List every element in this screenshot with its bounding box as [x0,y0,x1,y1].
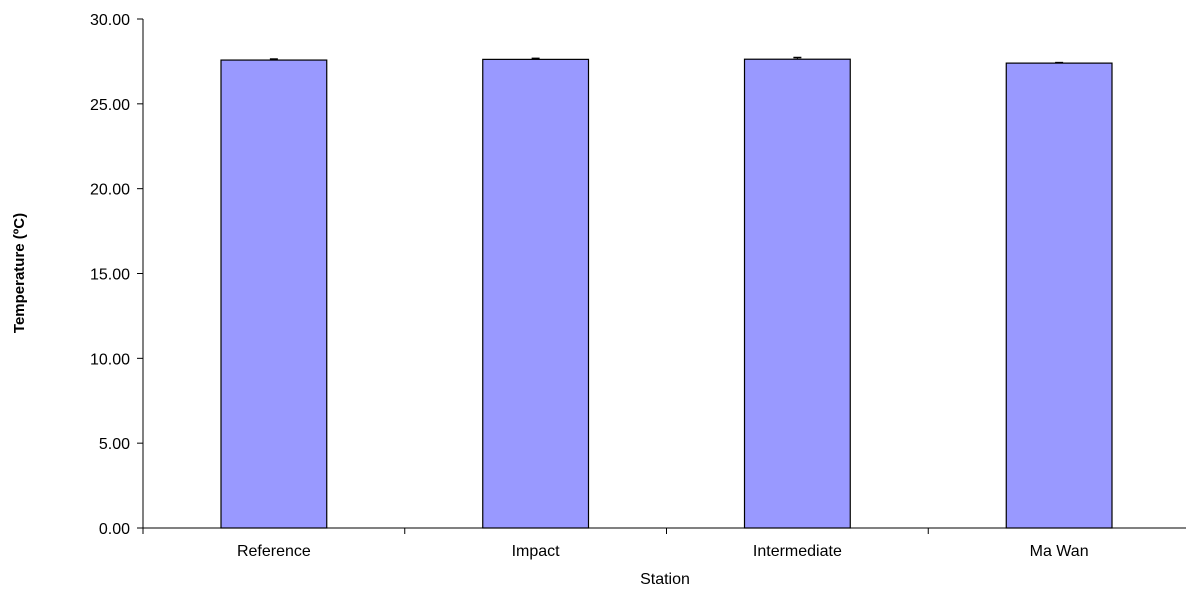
bar-impact [482,58,590,529]
y-tick-label: 15.00 [90,267,130,284]
bar-intermediate [743,58,851,529]
y-tick-label: 30.00 [90,12,130,29]
y-tick-label: 10.00 [90,351,130,368]
x-category-label: Intermediate [753,543,842,560]
x-category-label: Reference [237,543,311,560]
y-tick-label: 5.00 [99,436,130,453]
x-category-label: Impact [512,543,561,560]
y-axis-title: Temperature (ºC) [11,213,28,333]
axes-layer: 0.00 5.00 10.00 15.00 20.00 25.00 30.00 Referen… [90,12,1186,560]
bars-layer [220,56,1113,529]
bar-ma-wan [1005,62,1113,529]
x-axis-title: Station [640,571,690,588]
y-tick-label: 0.00 [99,521,130,538]
bar-reference [220,59,328,529]
x-category-label: Ma Wan [1030,543,1089,560]
y-tick-label: 25.00 [90,97,130,114]
y-tick-label: 20.00 [90,182,130,199]
